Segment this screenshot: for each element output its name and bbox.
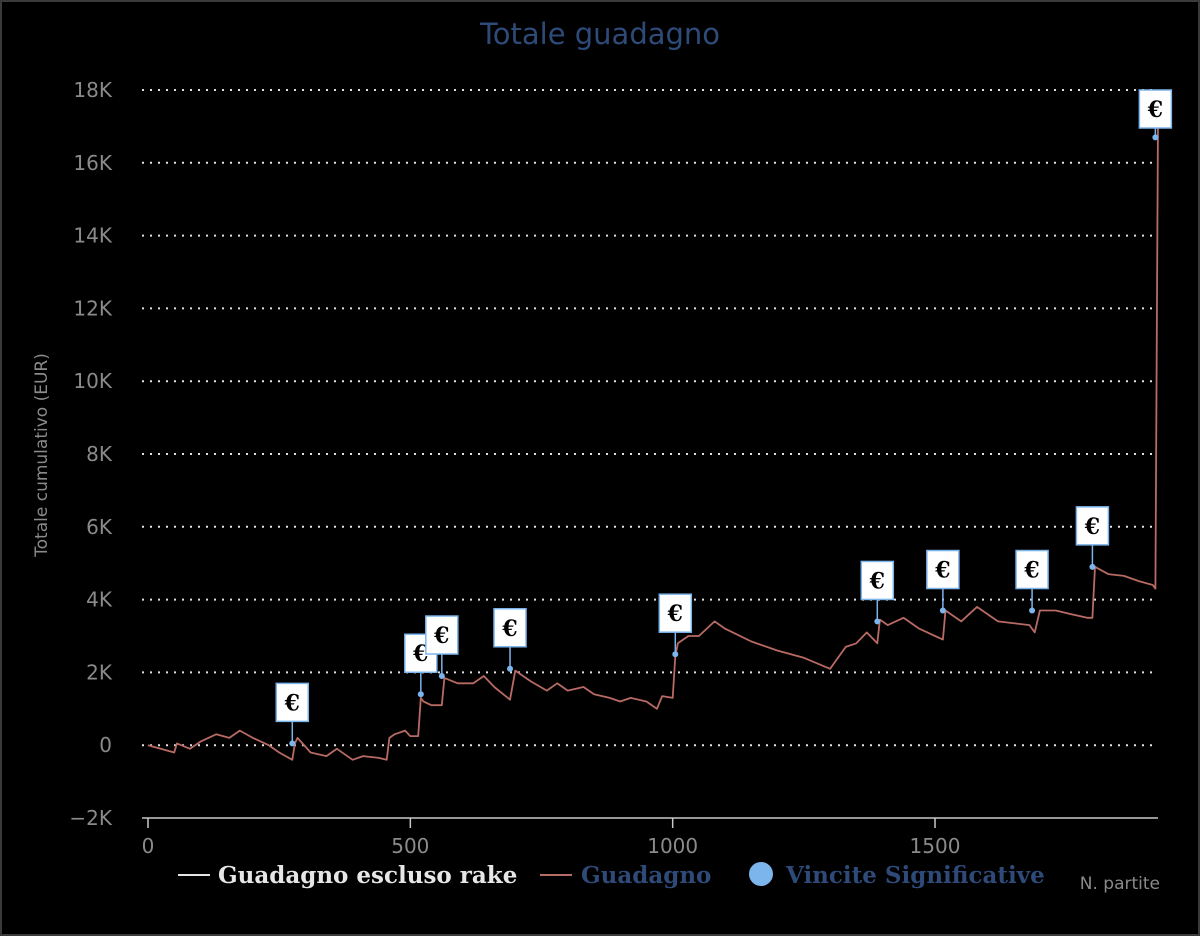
legend-item-vincite-significative[interactable]: Vincite Significative — [749, 862, 1045, 889]
flag-point — [438, 673, 445, 680]
legend-label-guadagno: Guadagno — [581, 862, 711, 889]
legend-item-guadagno[interactable]: Guadagno — [540, 862, 711, 889]
flag-point — [1089, 563, 1096, 570]
flag-point — [417, 691, 424, 698]
flag-point — [1029, 607, 1036, 614]
flag-label: € — [501, 616, 517, 642]
x-tick-label: 0 — [142, 834, 155, 858]
flag-label: € — [667, 601, 683, 627]
y-tick-label: 8K — [86, 442, 113, 466]
flag-box — [275, 682, 310, 723]
y-tick-label: 2K — [86, 660, 113, 684]
flag-point — [289, 740, 296, 747]
flag-box — [1015, 549, 1049, 590]
flag-vincite-significative: € — [1075, 506, 1110, 570]
chart-title: Totale guadagno — [479, 17, 720, 51]
flag-box — [493, 608, 527, 648]
legend: Guadagno escluso rake Guadagno Vincite S… — [178, 862, 1045, 889]
flag-box — [658, 593, 693, 633]
flag-box — [1075, 506, 1110, 546]
flag-vincite-significative: € — [275, 682, 310, 747]
y-tick-label: 14K — [73, 224, 112, 248]
flag-box — [425, 615, 459, 655]
flag-box — [860, 560, 895, 601]
flag-label: € — [869, 568, 885, 594]
flag-point — [939, 607, 946, 614]
y-tick-label: 16K — [73, 151, 112, 175]
flag-vincite-significative: € — [658, 593, 693, 658]
flag-label: € — [1084, 514, 1100, 540]
flag-point — [507, 665, 514, 672]
legend-label-guadagno-escluso-rake: Guadagno escluso rake — [218, 862, 517, 889]
flag-box — [926, 549, 960, 590]
flag-vincite-significative: € — [425, 615, 459, 680]
flag-label: € — [1023, 558, 1039, 584]
flag-vincite-significative: € — [860, 560, 895, 625]
y-tick-label: 6K — [86, 515, 113, 539]
flag-vincite-significative: € — [1015, 549, 1049, 614]
y-tick-label: 4K — [86, 588, 113, 612]
y-tick-label: −2K — [69, 806, 112, 830]
flag-vincite-significative: € — [1138, 89, 1173, 141]
y-tick-label: 10K — [73, 369, 112, 393]
x-tick-label: 500 — [391, 834, 429, 858]
series-line-guadagno — [147, 119, 1159, 761]
x-axis-label: N. partite — [1080, 874, 1160, 894]
flags: €€€ €€€ € €€€ — [275, 89, 1173, 747]
legend-marker-vincite-significative — [749, 862, 773, 886]
flag-point — [672, 651, 679, 658]
flag-box — [1138, 89, 1173, 129]
flag-point — [874, 618, 881, 625]
flag-label: € — [934, 558, 950, 584]
y-tick-label: 0 — [99, 733, 112, 757]
y-axis-label: Totale cumulativo (EUR) — [32, 353, 52, 558]
flag-point — [1152, 134, 1159, 141]
x-tick-label: 1500 — [910, 834, 961, 858]
flag-label: € — [433, 623, 449, 649]
gridlines — [142, 89, 1158, 747]
flag-vincite-significative: € — [493, 608, 527, 672]
legend-item-guadagno-escluso-rake[interactable]: Guadagno escluso rake — [178, 862, 517, 889]
x-tick-label: 1000 — [647, 834, 698, 858]
flag-label: € — [412, 641, 428, 667]
axes: −2K 0 2K 4K 6K 8K 10K 12K 14K 16K 18K 0 500 1000 1500 — [69, 78, 1158, 858]
flag-vincite-significative: € — [926, 549, 960, 614]
legend-label-vincite-significative: Vincite Significative — [785, 862, 1045, 889]
series — [147, 119, 1159, 761]
flag-label: € — [284, 690, 300, 716]
y-tick-label: 18K — [73, 78, 112, 102]
y-tick-label: 12K — [73, 296, 112, 320]
flag-label: € — [1147, 97, 1163, 123]
